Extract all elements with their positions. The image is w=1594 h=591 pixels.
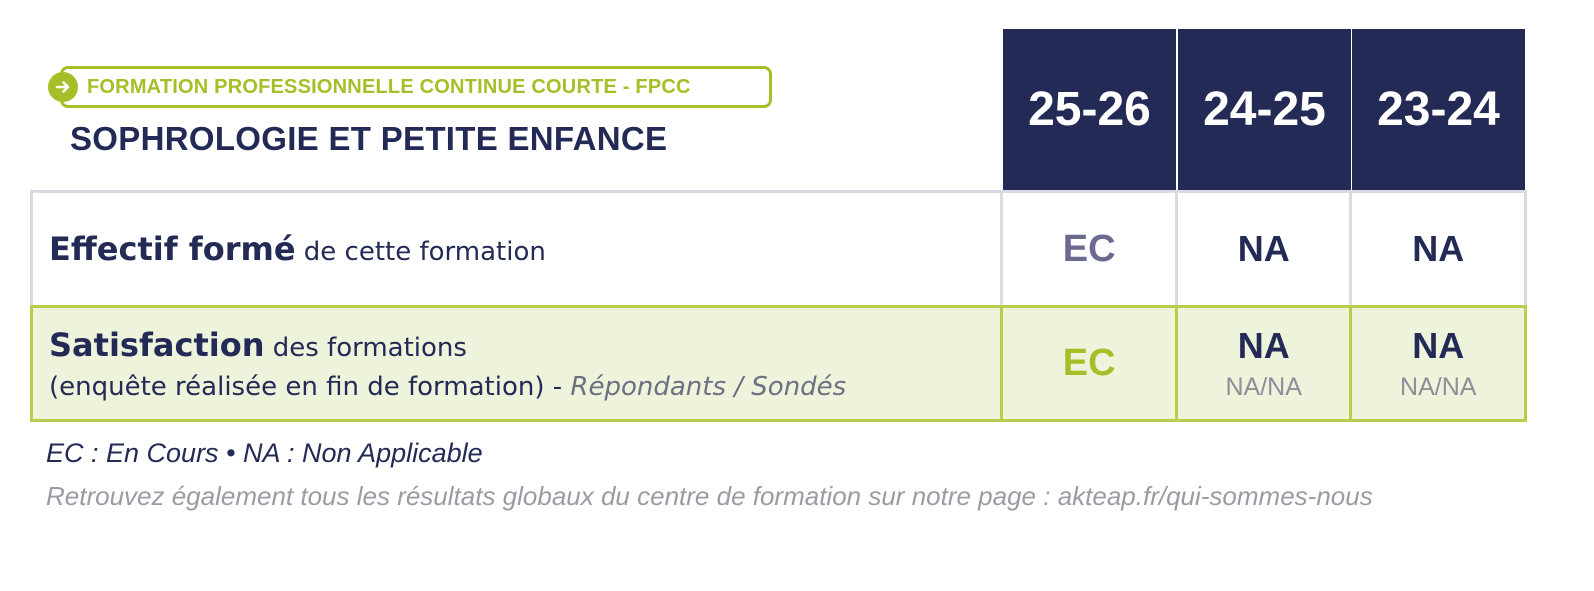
category-tag-label: FORMATION PROFESSIONNELLE CONTINUE COURT… <box>60 66 772 108</box>
value-ec: EC <box>1062 342 1116 384</box>
page-title: SOPHROLOGIE ET PETITE ENFANCE <box>70 120 668 157</box>
value-cell: EC <box>1000 308 1175 419</box>
category-tag: FORMATION PROFESSIONNELLE CONTINUE COURT… <box>48 66 772 108</box>
value-na: NA <box>1412 325 1465 366</box>
row-label: Satisfaction des formations (enquête réa… <box>33 308 1000 419</box>
value-cell: NA NA/NA <box>1174 308 1350 419</box>
value-ec: EC <box>1062 227 1116 270</box>
row-label: Effectif formé de cette formation <box>33 193 1000 305</box>
value-cell: NA <box>1349 193 1524 305</box>
arrow-right-icon <box>48 72 78 102</box>
value-na: NA <box>1237 228 1290 269</box>
value-cell: NA NA/NA <box>1349 308 1524 419</box>
row-sublabel-italic: Répondants / Sondés <box>570 371 847 402</box>
row-label-bold: Satisfaction <box>49 325 265 364</box>
value-ratio: NA/NA <box>1400 373 1477 401</box>
table-row-effectif: Effectif formé de cette formation EC NA … <box>30 190 1527 308</box>
table-row-satisfaction: Satisfaction des formations (enquête réa… <box>30 305 1527 422</box>
row-sublabel: (enquête réalisée en fin de formation) - <box>49 371 571 402</box>
value-na: NA <box>1412 228 1465 269</box>
legend: EC : En Cours • NA : Non Applicable <box>46 438 483 468</box>
value-na: NA <box>1237 325 1290 366</box>
year-header-3: 23-24 <box>1352 29 1525 190</box>
value-cell: NA <box>1174 193 1350 305</box>
row-label-bold: Effectif formé <box>49 230 296 268</box>
results-table: Effectif formé de cette formation EC NA … <box>30 190 1527 422</box>
footer-note: Retrouvez également tous les résultats g… <box>46 481 1373 511</box>
year-header-2: 24-25 <box>1178 29 1351 190</box>
row-label-rest: de cette formation <box>295 237 546 267</box>
value-cell: EC <box>1000 193 1175 305</box>
row-label-rest: des formations <box>264 332 467 363</box>
value-ratio: NA/NA <box>1225 373 1302 401</box>
year-header-1: 25-26 <box>1003 29 1176 190</box>
